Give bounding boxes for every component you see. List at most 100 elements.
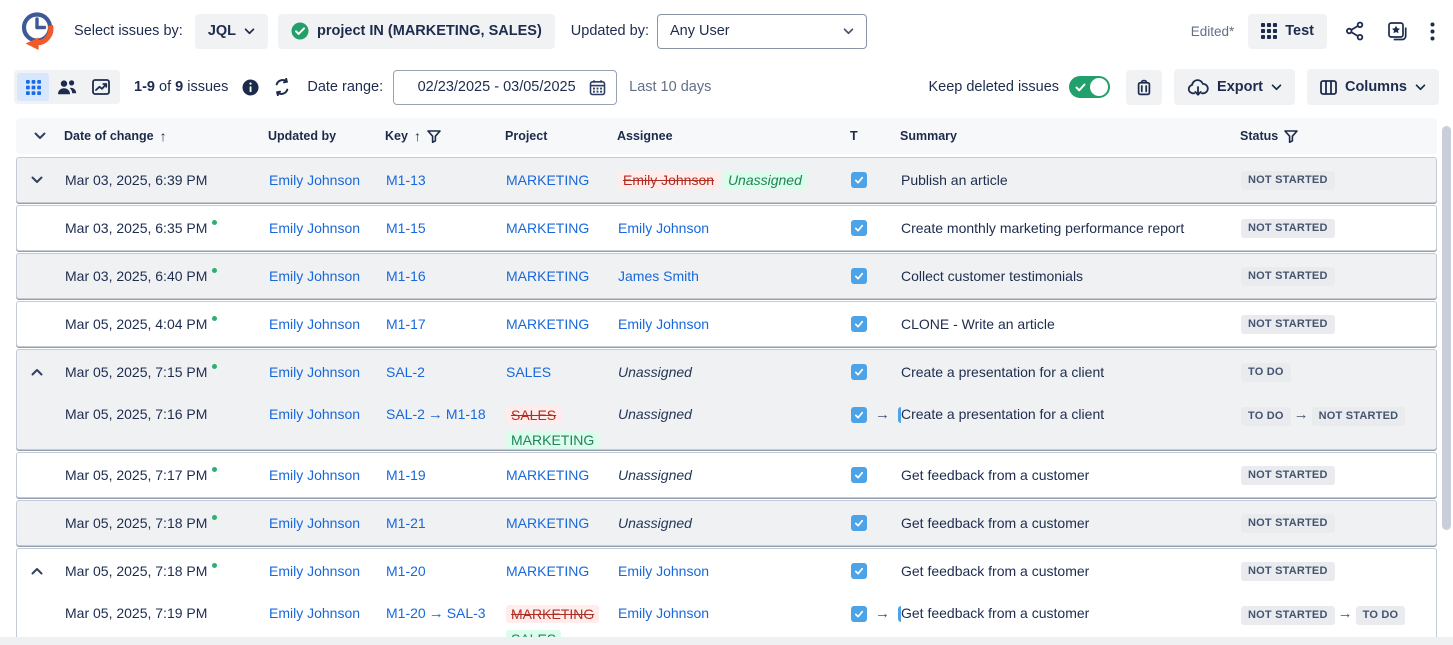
change-arrow-icon: →	[1335, 605, 1356, 622]
column-header-key[interactable]: Key↑	[385, 128, 505, 144]
date-range-label: Date range:	[307, 79, 383, 95]
table-row-group: Mar 05, 2025, 7:18 PM Emily Johnson M1-2…	[16, 548, 1437, 645]
project-link[interactable]: SALES	[506, 364, 551, 380]
collapse-row-button[interactable]	[17, 368, 65, 376]
export-cloud-icon	[1187, 79, 1209, 96]
project-link[interactable]: MARKETING	[506, 515, 589, 531]
jql-filter-button[interactable]: project IN (MARKETING, SALES)	[278, 14, 555, 49]
updated-by-link[interactable]: Emily Johnson	[269, 515, 360, 531]
column-header-type[interactable]: T	[840, 129, 900, 143]
project-link[interactable]: MARKETING	[506, 316, 589, 332]
issue-history-logo-icon	[14, 8, 60, 54]
refresh-button[interactable]	[273, 78, 291, 96]
date-of-change: Mar 05, 2025, 4:04 PM	[65, 316, 269, 332]
more-menu-button[interactable]	[1426, 18, 1439, 45]
assignee-link[interactable]: Emily Johnson	[618, 563, 709, 579]
date-range-input[interactable]: 02/23/2025 - 03/05/2025	[393, 70, 617, 105]
updated-by-link[interactable]: Emily Johnson	[269, 563, 360, 579]
updated-by-link[interactable]: Emily Johnson	[269, 220, 360, 236]
export-button[interactable]: Export	[1174, 69, 1295, 105]
filter-funnel-icon[interactable]	[1284, 130, 1298, 143]
issue-key-link[interactable]: SAL-2	[386, 364, 425, 380]
updated-by-link[interactable]: Emily Johnson	[269, 467, 360, 483]
updated-by-link[interactable]: Emily Johnson	[269, 316, 360, 332]
issue-key-link[interactable]: M1-21	[386, 515, 426, 531]
column-header-status[interactable]: Status	[1240, 129, 1437, 143]
chevron-down-icon	[843, 28, 854, 35]
issue-key-link[interactable]: M1-20	[386, 563, 426, 579]
date-of-change: Mar 03, 2025, 6:35 PM	[65, 220, 269, 236]
table-grid-icon	[1261, 23, 1277, 39]
toggle-check-icon	[1075, 83, 1086, 92]
vertical-scrollbar[interactable]	[1442, 126, 1451, 530]
summary-text: Get feedback from a customer	[901, 563, 1241, 579]
expand-row-button[interactable]: 3	[17, 176, 65, 184]
status-old-badge: TO DO	[1241, 407, 1291, 426]
project-link[interactable]: MARKETING	[506, 563, 589, 579]
collapse-row-button[interactable]	[17, 567, 65, 575]
project-link[interactable]: MARKETING	[506, 467, 589, 483]
issue-key-link[interactable]: M1-17	[386, 316, 426, 332]
updated-by-link[interactable]: Emily Johnson	[269, 406, 360, 422]
column-header-updated-by[interactable]: Updated by	[268, 129, 385, 143]
users-view-button[interactable]	[51, 73, 83, 101]
table-row: Mar 05, 2025, 7:17 PM Emily Johnson M1-1…	[16, 452, 1437, 498]
table-view-button[interactable]	[17, 73, 49, 101]
task-type-checkbox-icon	[851, 515, 867, 531]
assignee-link[interactable]: Emily Johnson	[618, 605, 709, 621]
summary-text: Get feedback from a customer	[901, 467, 1241, 483]
issue-key-link[interactable]: M1-15	[386, 220, 426, 236]
issue-key-new-link[interactable]: M1-18	[446, 406, 486, 422]
assignee-link[interactable]: Emily Johnson	[618, 220, 709, 236]
column-header-assignee[interactable]: Assignee	[617, 129, 840, 143]
date-of-change: Mar 05, 2025, 7:19 PM	[65, 605, 269, 621]
assignee-link[interactable]: James Smith	[618, 268, 699, 284]
report-name-button[interactable]: Test	[1248, 14, 1327, 49]
status-change: NOT STARTED→TO DO	[1241, 605, 1436, 625]
project-link[interactable]: MARKETING	[506, 268, 589, 284]
filter-funnel-icon[interactable]	[427, 130, 441, 143]
app-header: Select issues by: JQL project IN (MARKET…	[0, 0, 1453, 62]
columns-button[interactable]: Columns	[1307, 69, 1439, 105]
last-days-hint: Last 10 days	[629, 79, 711, 95]
keep-deleted-toggle[interactable]	[1069, 76, 1110, 98]
summary-text: Get feedback from a customer	[901, 605, 1241, 621]
project-old-value: SALES	[506, 406, 561, 424]
updated-by-link[interactable]: Emily Johnson	[269, 172, 360, 188]
gallery-button[interactable]	[1383, 17, 1412, 46]
issue-key-link[interactable]: M1-16	[386, 268, 426, 284]
issue-key-link[interactable]: M1-13	[386, 172, 426, 188]
info-button[interactable]	[242, 79, 259, 96]
issue-key-old-link[interactable]: M1-20	[386, 605, 426, 621]
deleted-issues-button[interactable]	[1126, 70, 1162, 105]
expand-all-button[interactable]	[16, 132, 64, 140]
summary-text: Create a presentation for a client	[901, 364, 1241, 380]
issue-key-new-link[interactable]: SAL-3	[447, 605, 486, 621]
project-link[interactable]: MARKETING	[506, 220, 589, 236]
assignee-link[interactable]: Emily Johnson	[618, 316, 709, 332]
date-of-change: Mar 03, 2025, 6:39 PM	[65, 172, 269, 188]
view-switcher	[14, 70, 120, 104]
issue-key-link[interactable]: M1-19	[386, 467, 426, 483]
updated-by-link[interactable]: Emily Johnson	[269, 364, 360, 380]
chevron-up-icon	[31, 368, 43, 376]
chart-view-button[interactable]	[85, 73, 117, 101]
status-badge: NOT STARTED	[1241, 562, 1335, 581]
column-header-project[interactable]: Project	[505, 129, 617, 143]
status-badge: NOT STARTED	[1241, 219, 1335, 238]
line-chart-icon	[92, 79, 110, 95]
task-type-checkbox-icon	[851, 316, 867, 332]
calendar-icon	[589, 79, 606, 96]
updated-by-link[interactable]: Emily Johnson	[269, 268, 360, 284]
updated-by-link[interactable]: Emily Johnson	[269, 605, 360, 621]
key-change: M1-20→SAL-3	[386, 605, 506, 622]
issues-count: 1-9 of 9 issues	[134, 79, 228, 95]
issue-key-old-link[interactable]: SAL-2	[386, 406, 425, 422]
updated-by-select[interactable]: Any User	[657, 14, 867, 49]
column-header-summary[interactable]: Summary	[900, 129, 1240, 143]
column-header-date[interactable]: Date of change↑	[64, 128, 268, 144]
share-button[interactable]	[1341, 17, 1369, 45]
date-of-change: Mar 05, 2025, 7:17 PM	[65, 467, 269, 483]
jql-dropdown-button[interactable]: JQL	[195, 14, 268, 49]
project-link[interactable]: MARKETING	[506, 172, 589, 188]
